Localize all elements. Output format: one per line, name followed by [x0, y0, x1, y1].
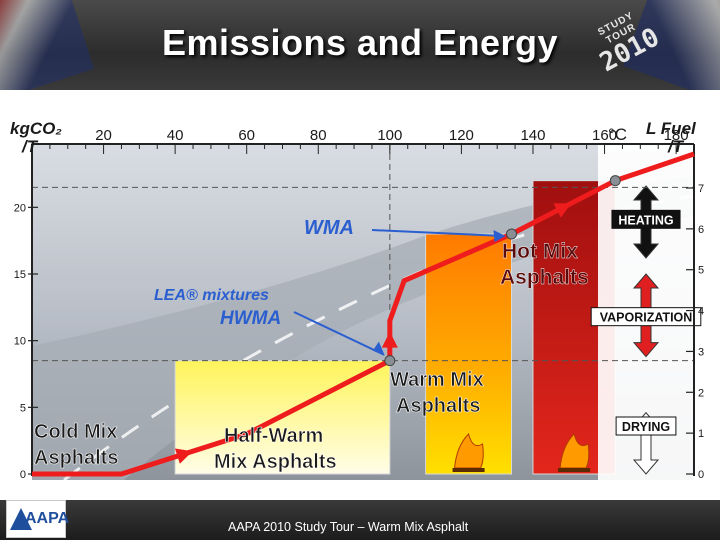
- top-tick-label: 160: [592, 127, 617, 144]
- data-markers: [384, 175, 621, 367]
- right-tick-label: 6: [698, 224, 704, 236]
- right-axis-label-line2: /T: [667, 137, 685, 156]
- region-label-line1-3: Hot Mix: [502, 240, 578, 263]
- region-label-line2-1: Mix Asphalts: [214, 451, 337, 473]
- wood-icon-3: [558, 468, 591, 472]
- line-arrowhead-1: [381, 331, 398, 348]
- top-tick-label: 100: [377, 127, 402, 144]
- right-tick-label: 4: [698, 306, 704, 318]
- phase-box-0: [611, 209, 681, 229]
- aapa-logo-text: AAPA: [25, 510, 70, 527]
- right-tick-label: 3: [698, 346, 704, 358]
- top-axis-unit: °C: [608, 125, 627, 144]
- aapa-emblem-icon: [10, 508, 32, 530]
- lea-pointer-line: [293, 311, 385, 356]
- aapa-logo: AAPA: [6, 500, 70, 538]
- line-arrowhead-0: [174, 448, 193, 464]
- chart-panel: HEATING VAPORIZATION DRYING 20 40 60 80 100 120…: [4, 116, 716, 484]
- left-tick-label: 20: [14, 202, 26, 214]
- top-tick-label: 40: [167, 127, 184, 144]
- energy-polyline: [32, 151, 695, 477]
- region-label-line2-3: Asphalts: [500, 266, 589, 289]
- data-marker-2: [609, 175, 621, 187]
- wma-pointer-line: [371, 229, 504, 237]
- right-tick-label: 0: [698, 469, 704, 481]
- region-label-line1-2: Warm Mix: [390, 369, 484, 391]
- top-tick-label: 180: [664, 127, 689, 144]
- top-tick-label: 60: [238, 127, 255, 144]
- lea-annotation-line2: HWMA: [220, 308, 281, 329]
- mix-regions: [174, 180, 616, 475]
- slide-footer: [0, 500, 720, 540]
- left-tick-label: 15: [14, 269, 26, 281]
- right-tick-label: 5: [698, 265, 704, 277]
- annotations: WMA LEA® mixtures HWMA: [154, 217, 506, 356]
- line-arrowhead-2: [553, 203, 572, 218]
- wood-icon-2: [452, 468, 485, 472]
- right-axis-label-line1: L Fuel: [646, 119, 697, 138]
- data-marker-1: [506, 228, 518, 240]
- left-axis-label-line2: /T: [21, 137, 39, 156]
- phase-label-1: VAPORIZATION: [600, 311, 693, 325]
- left-tick-label: 0: [20, 469, 26, 481]
- slide-title: Emissions and Energy: [161, 22, 559, 63]
- wma-pointer-arrow-icon: [493, 230, 506, 242]
- energy-line: [32, 151, 695, 477]
- phase-label-0: HEATING: [618, 213, 673, 227]
- flame-icon-3: [559, 433, 590, 469]
- top-tick-label: 140: [520, 127, 545, 144]
- right-tick-label: 7: [698, 183, 704, 195]
- axes: 20 40 60 80 100 120 140 160 180 0 5 10 15 20 0 1 2 3 4 5 6 7: [14, 127, 704, 481]
- top-tick-label: 80: [310, 127, 327, 144]
- left-tick-label: 5: [20, 402, 26, 414]
- region-label-line2-2: Asphalts: [396, 395, 480, 417]
- slide-header: Emissions and Energy STUDY TOUR 2010: [0, 0, 720, 90]
- right-tick-label: 1: [698, 428, 704, 440]
- top-tick-label: 120: [449, 127, 474, 144]
- left-tick-label: 10: [14, 336, 26, 348]
- lea-pointer-arrow-icon: [372, 341, 385, 356]
- region-label-line1-1: Half-Warm: [224, 425, 323, 447]
- region-label-line1-0: Cold Mix: [34, 421, 117, 443]
- phase-box-2: [615, 416, 677, 436]
- region-label-line2-0: Asphalts: [34, 447, 118, 469]
- footer-text: AAPA 2010 Study Tour – Warm Mix Asphalt: [228, 520, 469, 534]
- region-labels: Cold Mix Asphalts Half-Warm Mix Asphalts War…: [34, 240, 589, 474]
- lea-annotation-line1: LEA® mixtures: [154, 287, 269, 304]
- data-marker-0: [384, 355, 396, 367]
- phase-label-2: DRYING: [622, 420, 670, 434]
- phase-box-1: [590, 307, 702, 327]
- flame-icon-2: [454, 433, 484, 469]
- wma-annotation: WMA: [304, 217, 354, 239]
- right-tick-label: 2: [698, 387, 704, 399]
- phase-panel: HEATING VAPORIZATION DRYING: [590, 144, 702, 480]
- left-axis-label-line1: kgCO₂: [10, 119, 62, 138]
- top-tick-label: 20: [95, 127, 112, 144]
